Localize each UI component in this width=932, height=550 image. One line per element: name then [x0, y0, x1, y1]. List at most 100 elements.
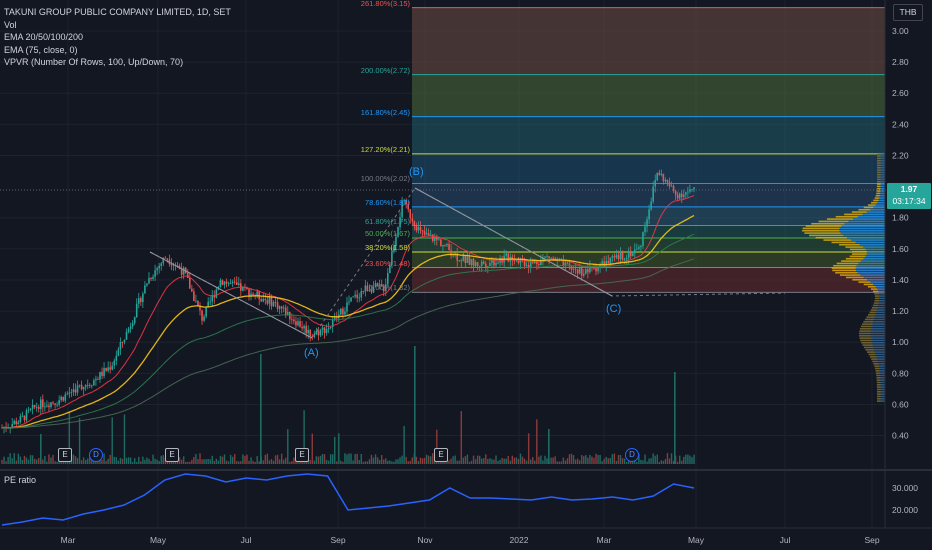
vpvr-row [866, 211, 885, 213]
candle-body [595, 268, 597, 272]
price-tick-label: 3.00 [892, 26, 909, 36]
legend-vol[interactable]: Vol [4, 19, 17, 30]
pe-ratio-label[interactable]: PE ratio [4, 475, 37, 485]
candle-body [319, 329, 322, 336]
volume-bar [599, 454, 601, 464]
vpvr-row [877, 155, 881, 157]
candle-body [672, 185, 675, 191]
candle-body [438, 239, 440, 241]
price-tick-label: 1.20 [892, 306, 909, 316]
volume-bar [350, 453, 352, 464]
candle-body [121, 342, 124, 343]
volume-bar [223, 454, 226, 464]
dividend-event[interactable]: D [89, 448, 103, 462]
vpvr-row [863, 276, 885, 279]
candle-body [164, 257, 167, 259]
trend-line [414, 187, 613, 297]
candle-body [221, 280, 224, 285]
volume-bar [119, 457, 122, 464]
candle-body [417, 227, 420, 231]
candle-body [640, 245, 642, 248]
candle-body [384, 284, 387, 292]
volume-bar [242, 454, 244, 464]
earnings-event[interactable]: E [295, 448, 309, 462]
vpvr-row [876, 397, 881, 400]
earnings-event[interactable]: E [434, 448, 448, 462]
candle-body [262, 298, 265, 302]
vpvr-row [841, 225, 885, 227]
volume-bar [503, 458, 505, 464]
volume-bar [509, 460, 511, 464]
volume-bar [589, 454, 591, 464]
dividend-event[interactable]: D [625, 448, 639, 462]
earnings-event[interactable]: E [58, 448, 72, 462]
price-tick-label: 0.80 [892, 368, 909, 378]
legend-ema-ribbon[interactable]: EMA 20/50/100/200 [4, 32, 84, 42]
vpvr-row [844, 222, 885, 225]
candle-body [125, 331, 128, 340]
volume-bar [401, 455, 403, 464]
candle-body [131, 323, 134, 327]
candle-body [105, 368, 107, 371]
candle-body [507, 253, 510, 262]
candle-body [42, 399, 44, 408]
vpvr-row [851, 211, 867, 213]
volume-bar [221, 456, 224, 464]
volume-bar [664, 459, 667, 464]
candle-body [278, 306, 281, 309]
volume-bar [679, 455, 681, 464]
vpvr-row [861, 341, 872, 344]
vpvr-row [877, 309, 885, 311]
volume-bar [270, 458, 273, 464]
volume-bar [101, 459, 103, 464]
candle-body [629, 251, 632, 257]
earnings-event[interactable]: E [165, 448, 179, 462]
candle-body [129, 326, 132, 329]
volume-bar [217, 460, 220, 464]
candle-body [35, 406, 38, 408]
volume-bar [432, 453, 434, 464]
candle-body [48, 405, 50, 408]
candle-body [101, 371, 103, 376]
candle-body [566, 262, 569, 264]
vpvr-row [878, 302, 885, 304]
volume-bar [676, 461, 679, 464]
volume-bar [650, 458, 652, 464]
volume-bar [264, 454, 267, 464]
legend-ema-75[interactable]: EMA (75, close, 0) [4, 44, 78, 55]
candle-body [448, 243, 450, 251]
candle-body [60, 396, 62, 401]
volume-bar [131, 461, 134, 464]
vpvr-row [880, 376, 885, 379]
vpvr-row [880, 192, 885, 195]
vpvr-row [880, 171, 885, 174]
vpvr-row [880, 173, 885, 176]
vpvr-row [870, 288, 878, 290]
candle-body [350, 297, 352, 302]
vpvr-row [873, 283, 885, 286]
candle-body [380, 284, 383, 287]
volume-bar [29, 455, 32, 464]
candle-body [80, 384, 83, 390]
volume-bar [250, 457, 252, 464]
candle-body [166, 258, 169, 260]
candle-body [282, 307, 285, 309]
vpvr-row [876, 180, 881, 183]
vpvr-row [849, 255, 866, 258]
vpvr-row [848, 220, 885, 223]
candle-body [413, 221, 416, 226]
currency-button[interactable]: THB [893, 4, 923, 21]
volume-bar [403, 425, 405, 464]
vpvr-row [843, 234, 885, 237]
legend-vpvr[interactable]: VPVR (Number Of Rows, 100, Up/Down, 70) [4, 57, 184, 67]
candle-body [213, 295, 216, 298]
symbol-title[interactable]: TAKUNI GROUP PUBLIC COMPANY LIMITED, 1D,… [4, 7, 231, 17]
volume-bar [329, 454, 332, 464]
wave-label-a: (A) [304, 347, 319, 359]
candle-body [229, 282, 232, 284]
volume-bar [260, 354, 262, 464]
vpvr-row [853, 218, 885, 220]
vpvr-row [845, 257, 864, 260]
volume-bar [499, 459, 501, 464]
